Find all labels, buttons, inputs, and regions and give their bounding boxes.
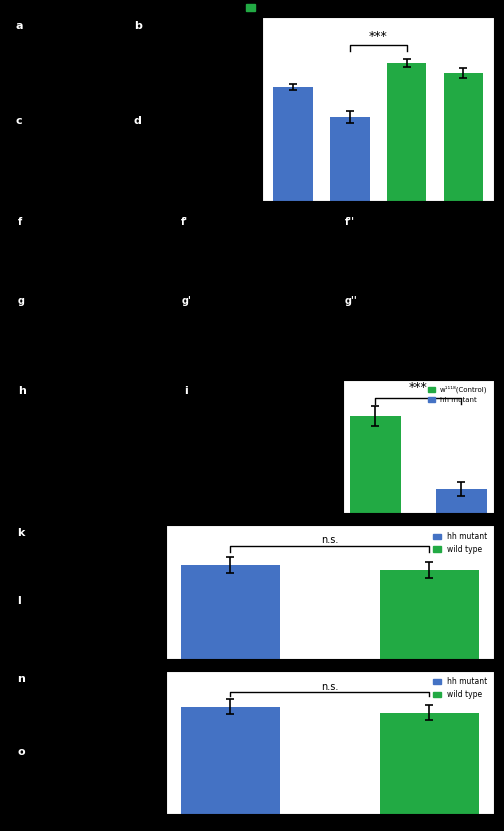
Text: j: j [297,361,302,376]
Y-axis label: Total volume of Cholinergic
neurons stained with anti-ChAT
(μm³): Total volume of Cholinergic neurons stai… [88,682,117,803]
Bar [273,87,312,201]
Text: k: k [17,529,25,538]
Text: c: c [16,116,22,125]
Bar [380,712,479,814]
Bar [350,416,401,513]
Y-axis label: Total volume of labelled
MB axons (μm³): Total volume of labelled MB axons (μm³) [98,546,117,637]
Text: f'': f'' [345,217,355,227]
Text: d: d [134,116,142,125]
Text: a: a [16,21,23,31]
Bar [380,570,479,659]
Text: f': f' [181,217,188,227]
Y-axis label: Total volume (μm³) of PDF
positive clock neurons: Total volume (μm³) of PDF positive clock… [275,396,294,496]
Bar [387,63,426,201]
Text: b: b [134,21,142,31]
Text: g': g' [181,296,191,306]
Text: m: m [35,508,49,521]
Bar [181,706,280,814]
Text: n: n [17,674,25,684]
Text: f: f [18,217,22,227]
Legend: hh mutant, wild type: hh mutant, wild type [430,529,490,557]
Legend: w¹¹¹⁸(Control), hh mutant: w¹¹¹⁸(Control), hh mutant [425,383,490,406]
Legend: hh mutant (ddc-Gal4/UAS:mCD8::GFP), control   (ddc-Gal4/UAS:mCD8::GFP): hh mutant (ddc-Gal4/UAS:mCD8::GFP), cont… [243,0,411,15]
Text: l: l [17,597,21,607]
Text: n.s.: n.s. [321,535,339,545]
Bar [435,489,487,513]
Text: g: g [18,296,25,306]
Text: ***: *** [369,30,388,42]
Bar [330,117,369,201]
Text: ***: *** [409,381,428,394]
Legend: hh mutant, wild type: hh mutant, wild type [430,675,490,702]
Y-axis label: Total volume of GFP positive
neurons (μm³): Total volume of GFP positive neurons (μm… [196,45,216,173]
Text: h: h [18,386,26,396]
Bar [181,565,280,659]
Text: o: o [17,747,25,757]
Text: g'': g'' [345,296,357,306]
Text: p: p [35,652,44,666]
Text: i: i [184,386,187,396]
X-axis label: Age in Days: Age in Days [303,683,357,692]
Bar [444,73,483,201]
Text: n.s.: n.s. [321,681,339,691]
